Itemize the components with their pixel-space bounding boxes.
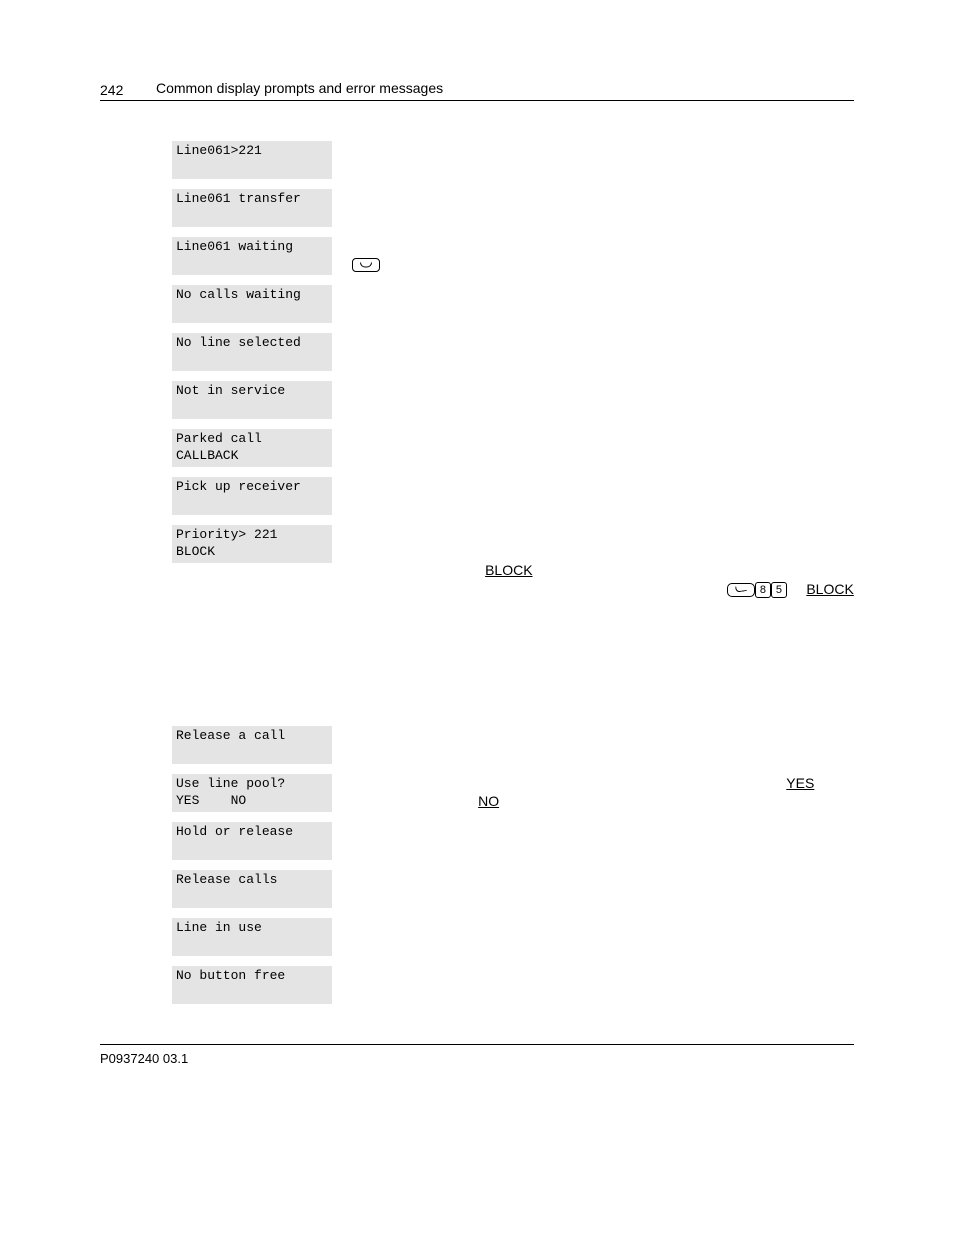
- header-rule: [100, 100, 854, 101]
- display-line: No button free: [176, 968, 328, 985]
- display-prompt: Line061 transfer: [172, 189, 332, 227]
- prompt-row: No calls waitingThere are no incoming ca…: [100, 285, 854, 323]
- display-line: Line061 waiting: [176, 239, 328, 256]
- prompt-row: Hold or releaseIndicates that you must h…: [100, 822, 854, 860]
- display-prompt: Use line pool?YES NO: [172, 774, 332, 812]
- display-line: Use line pool?: [176, 776, 328, 793]
- display-prompt: Line in use: [172, 918, 332, 956]
- display-line: [176, 745, 328, 762]
- prompt-row: Line061 waitingA call on the line indica…: [100, 237, 854, 275]
- display-line: [176, 985, 328, 1002]
- prompt-description: A call on the line indicated has been re…: [332, 237, 854, 273]
- page-header: Common display prompts and error message…: [156, 80, 854, 96]
- softkey-block: BLOCK: [485, 562, 532, 578]
- prompt-description: There are no incoming calls for you to p…: [332, 285, 854, 303]
- display-line: [176, 304, 328, 321]
- display-line: [176, 496, 328, 513]
- display-line: BLOCK: [176, 544, 328, 561]
- softkey-block: BLOCK: [806, 581, 853, 597]
- softkey-no: NO: [478, 793, 499, 809]
- prompt-description: The line you were on has been transferre…: [332, 333, 854, 351]
- display-prompt: Line061 waiting: [172, 237, 332, 275]
- display-line: [176, 256, 328, 273]
- prompt-row: Pick up receiverYou have used the Call Q…: [100, 477, 854, 515]
- display-prompt: No line selected: [172, 333, 332, 371]
- display-line: [176, 352, 328, 369]
- display-line: Release calls: [176, 872, 328, 889]
- prompt-description: The line is in use. Make the call on ano…: [332, 918, 854, 936]
- spacer: [100, 626, 854, 726]
- display-line: Parked call: [176, 431, 328, 448]
- display-prompt: No button free: [172, 966, 332, 1004]
- display-line: [176, 937, 328, 954]
- keycap-8: 8: [755, 582, 771, 598]
- prompt-description: The telephone you are trying to call has…: [332, 141, 854, 177]
- display-prompt: Priority> 221BLOCK: [172, 525, 332, 563]
- prompt-row: Parked callCALLBACKIndicates that a prev…: [100, 429, 854, 467]
- display-prompt: Hold or release: [172, 822, 332, 860]
- display-line: Hold or release: [176, 824, 328, 841]
- display-line: [176, 841, 328, 858]
- prompt-row: Release callsIndicates that you must rel…: [100, 870, 854, 908]
- prompt-row: No line selectedThe line you were on has…: [100, 333, 854, 371]
- display-line: Priority> 221: [176, 527, 328, 544]
- prompt-row: Line061>221The telephone you are trying …: [100, 141, 854, 179]
- prompt-row: Release a callYou have no free buttons o…: [100, 726, 854, 764]
- footer-text: P0937240 03.1: [100, 1051, 854, 1066]
- prompt-row: Line061 transferThe line you were on has…: [100, 189, 854, 227]
- prompt-description: You have no free buttons on which to pic…: [332, 726, 854, 744]
- prompt-description: Indicates that you must hold or release …: [332, 822, 854, 840]
- prompt-description: You have no more line buttons available …: [332, 966, 854, 984]
- keycap-5: 5: [771, 582, 787, 598]
- display-line: Not in service: [176, 383, 328, 400]
- display-prompt: Not in service: [172, 381, 332, 419]
- display-line: No calls waiting: [176, 287, 328, 304]
- hold-key-icon: [352, 258, 380, 272]
- prompt-description: You have entered a routing number or use…: [332, 774, 854, 810]
- display-line: Line061>221: [176, 143, 328, 160]
- display-line: Pick up receiver: [176, 479, 328, 496]
- display-line: [176, 400, 328, 417]
- prompt-row: No button freeYou have no more line butt…: [100, 966, 854, 1004]
- display-prompt: No calls waiting: [172, 285, 332, 323]
- prompt-description: The line you were on has been transferre…: [332, 189, 854, 207]
- prompt-description: Indicates that you must release calls be…: [332, 870, 854, 888]
- prompt-description: Indicates that a previously-parked call …: [332, 429, 854, 447]
- display-line: No line selected: [176, 335, 328, 352]
- footer-rule: [100, 1044, 854, 1045]
- prompt-row: Use line pool?YES NOYou have entered a r…: [100, 774, 854, 812]
- prompt-row: Not in serviceThe telephone you are tryi…: [100, 381, 854, 419]
- display-line: YES NO: [176, 793, 328, 810]
- display-line: Release a call: [176, 728, 328, 745]
- feature-key-icon: [727, 583, 755, 597]
- display-line: Line061 transfer: [176, 191, 328, 208]
- display-prompt: Release a call: [172, 726, 332, 764]
- display-line: [176, 160, 328, 177]
- prompt-description: You are making a priority call to the te…: [332, 525, 854, 616]
- display-line: Line in use: [176, 920, 328, 937]
- prompt-row: Priority> 221BLOCKYou are making a prior…: [100, 525, 854, 616]
- display-prompt: Parked callCALLBACK: [172, 429, 332, 467]
- display-line: CALLBACK: [176, 448, 328, 465]
- prompt-row: Line in useThe line is in use. Make the …: [100, 918, 854, 956]
- display-prompt: Pick up receiver: [172, 477, 332, 515]
- display-prompt: Line061>221: [172, 141, 332, 179]
- softkey-yes: YES: [786, 775, 814, 791]
- prompt-description: The telephone you are trying to reach is…: [332, 381, 854, 399]
- prompt-description: You have used the Call Queuing feature w…: [332, 477, 854, 513]
- display-prompt: Release calls: [172, 870, 332, 908]
- display-line: [176, 889, 328, 906]
- display-line: [176, 208, 328, 225]
- page-number: 242: [100, 82, 123, 98]
